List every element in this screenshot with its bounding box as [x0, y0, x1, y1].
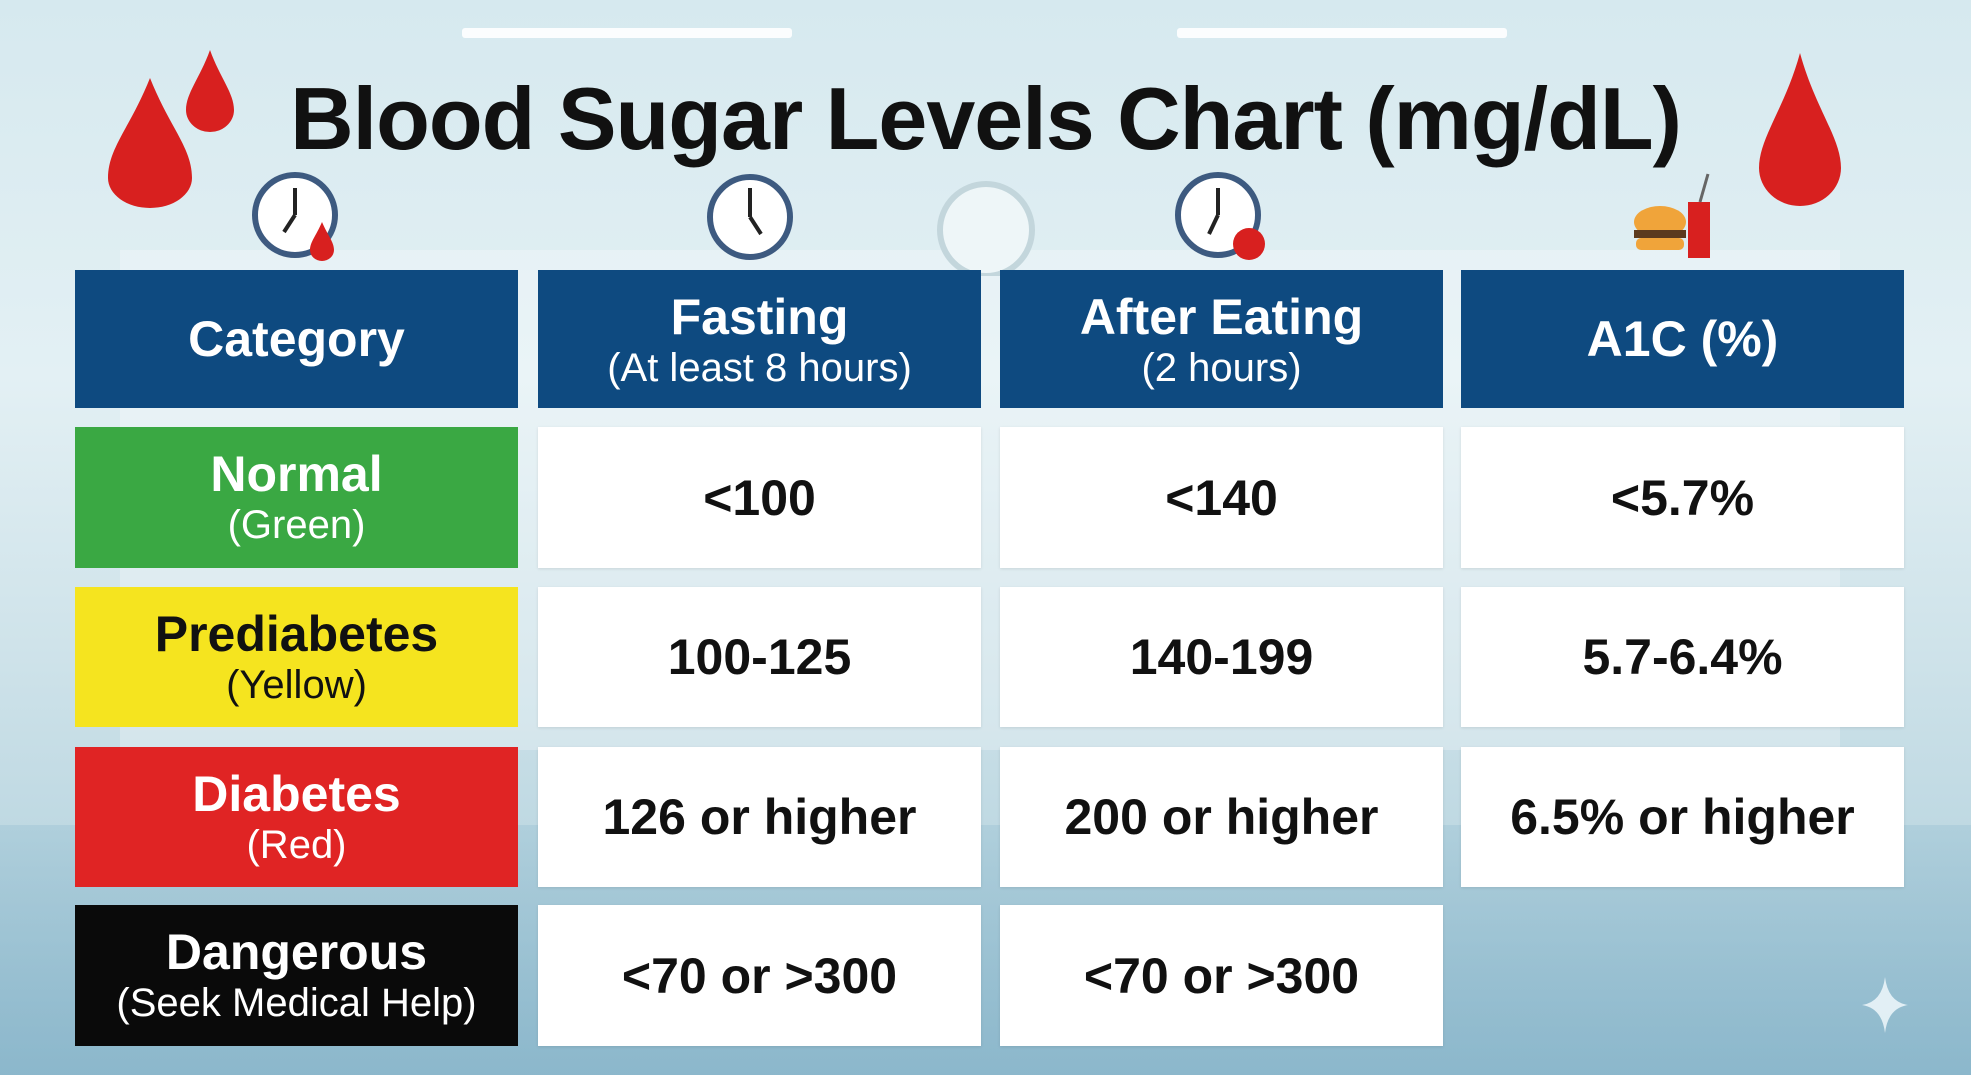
- category-label: Normal: [210, 446, 383, 502]
- category-color-label: (Red): [246, 822, 347, 867]
- burger-icon: [1634, 173, 1710, 258]
- ceiling-light: [462, 28, 792, 38]
- header-a1c: A1C (%): [1461, 270, 1904, 408]
- after-eating-value: <70 or >300: [1000, 905, 1443, 1046]
- category-cell: Dangerous (Seek Medical Help): [75, 905, 518, 1046]
- header-label: A1C (%): [1586, 311, 1779, 367]
- drink-icon: [1688, 202, 1710, 258]
- fasting-value: 100-125: [538, 587, 981, 727]
- category-cell: Diabetes (Red): [75, 747, 518, 887]
- fasting-value: 126 or higher: [538, 747, 981, 887]
- header-after-eating: After Eating (2 hours): [1000, 270, 1443, 408]
- after-eating-value: 200 or higher: [1000, 747, 1443, 887]
- blood-drop-icon: [1759, 53, 1841, 206]
- header-label: After Eating: [1079, 288, 1364, 345]
- ceiling-light: [1177, 28, 1507, 38]
- header-sublabel: (2 hours): [1141, 345, 1302, 390]
- header-label: Fasting: [670, 288, 849, 345]
- a1c-value: 6.5% or higher: [1461, 747, 1904, 887]
- category-label: Dangerous: [165, 924, 428, 980]
- fasting-value: <100: [538, 427, 981, 568]
- a1c-value: 5.7-6.4%: [1461, 587, 1904, 727]
- wall-clock-icon: [937, 181, 1035, 276]
- fasting-value: <70 or >300: [538, 905, 981, 1046]
- header-label: Category: [188, 311, 405, 367]
- clock-icon: [252, 172, 338, 261]
- category-cell: Normal (Green): [75, 427, 518, 568]
- category-color-label: (Green): [227, 503, 366, 547]
- header-fasting: Fasting (At least 8 hours): [538, 270, 981, 408]
- blood-drop-icon: [108, 50, 234, 208]
- clock-icon: [707, 174, 793, 260]
- page-title: Blood Sugar Levels Chart (mg/dL): [290, 69, 1682, 168]
- category-label: Prediabetes: [154, 605, 439, 662]
- header-category: Category: [75, 270, 518, 408]
- after-eating-value: <140: [1000, 427, 1443, 568]
- a1c-value: <5.7%: [1461, 427, 1904, 568]
- after-eating-value: 140-199: [1000, 587, 1443, 727]
- category-label: Diabetes: [192, 765, 401, 822]
- header-sublabel: (At least 8 hours): [607, 345, 912, 390]
- category-color-label: (Yellow): [226, 662, 367, 707]
- category-color-label: (Seek Medical Help): [116, 981, 477, 1025]
- clock-icon: [1175, 172, 1265, 260]
- category-cell: Prediabetes (Yellow): [75, 587, 518, 727]
- apple-icon: [1233, 228, 1265, 260]
- sparkle-icon: [1862, 977, 1908, 1033]
